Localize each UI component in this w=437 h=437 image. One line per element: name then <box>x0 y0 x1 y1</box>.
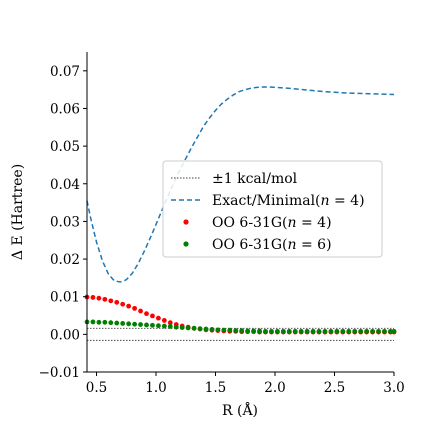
series-1-point <box>161 318 167 323</box>
series-1-point <box>156 315 161 321</box>
series-2-point <box>102 319 108 325</box>
series-2-point <box>215 327 221 333</box>
series-2-point <box>316 328 322 334</box>
y-tick-label: −0.01 <box>39 365 80 381</box>
series-2-point <box>328 328 334 334</box>
series-1-point <box>114 299 120 305</box>
series-2-point <box>340 328 346 334</box>
series-2-point <box>179 325 185 330</box>
series-1-point <box>144 311 149 317</box>
series-2-point <box>227 327 233 333</box>
series-2-point <box>203 326 209 332</box>
series-2-point <box>126 321 132 327</box>
series-2-point <box>376 328 381 334</box>
series-2-point <box>185 325 191 331</box>
series-2-point <box>346 328 352 334</box>
series-2-point <box>257 328 262 334</box>
series-1-point <box>102 296 108 302</box>
axes <box>86 52 394 373</box>
legend-label-oo-n6: OO 6-31G(n = 6) <box>212 237 332 253</box>
legend-swatch-oo-n6 <box>183 241 189 247</box>
series-2-point <box>274 328 280 334</box>
x-tick-label: 1.5 <box>205 380 226 396</box>
series-2-point <box>286 328 292 334</box>
series-2-point <box>334 328 340 334</box>
x-tick-label: 0.5 <box>86 380 107 396</box>
series-2-point <box>144 322 149 328</box>
x-axis-label: R (Å) <box>222 401 258 419</box>
series-1-point <box>120 301 126 307</box>
series-1-point <box>138 308 143 314</box>
series-2-point <box>251 328 256 334</box>
series-1-point <box>108 298 114 304</box>
x-tick-label: 2.0 <box>264 380 285 396</box>
reference-lines <box>87 327 394 341</box>
series-2-point <box>120 321 126 326</box>
legend: ±1 kcal/mol Exact/Minimal(n = 4) OO 6-31… <box>162 160 383 258</box>
series-1-point <box>150 313 155 319</box>
series-1-point <box>126 303 132 309</box>
y-tick-label: 0.06 <box>50 101 80 117</box>
series-2-point <box>167 324 173 329</box>
series-2-point <box>132 321 138 327</box>
series-2-point <box>233 328 239 333</box>
series-2-point <box>150 322 155 328</box>
y-tick-label: 0.02 <box>50 252 80 268</box>
x-tick-label: 3.0 <box>383 380 404 396</box>
series-2-point <box>161 323 167 329</box>
series-2-point <box>388 328 393 334</box>
x-tick-label: 2.5 <box>324 380 345 396</box>
y-tick-label: 0.04 <box>50 177 80 193</box>
series-2-point <box>292 328 298 334</box>
series-2-point <box>358 328 364 334</box>
series-2-point <box>352 328 358 334</box>
series-2-point <box>269 328 274 334</box>
series-2-point <box>263 328 268 334</box>
series-2-point <box>239 328 245 333</box>
y-tick-label: 0.00 <box>50 327 80 343</box>
series-2-point <box>298 328 304 334</box>
series-line-0 <box>86 86 395 283</box>
y-tick-label: 0.03 <box>50 214 80 230</box>
series-2-point <box>245 328 251 334</box>
series-2-point <box>173 324 179 330</box>
y-tick-label: 0.05 <box>50 139 80 155</box>
series-2-point <box>138 322 143 327</box>
series-1-point <box>167 320 173 326</box>
series-2-point <box>382 328 387 334</box>
series-2-point <box>197 326 203 332</box>
series-layer <box>84 86 397 335</box>
series-1-point <box>132 305 138 311</box>
series-1-point <box>96 295 102 301</box>
y-tick-label: 0.01 <box>50 290 80 306</box>
legend-label-reference: ±1 kcal/mol <box>212 171 298 187</box>
series-2-point <box>114 320 120 326</box>
series-2-point <box>391 328 397 334</box>
series-2-point <box>322 328 328 334</box>
x-tick-label: 1.0 <box>145 380 166 396</box>
series-2-point <box>364 328 370 334</box>
series-2-point <box>96 319 102 325</box>
legend-label-exact-minimal: Exact/Minimal(n = 4) <box>212 193 365 209</box>
series-2-point <box>90 319 96 325</box>
series-2-point <box>221 327 227 333</box>
series-2-point <box>280 328 286 334</box>
series-1-point <box>90 295 96 300</box>
tick-layer: 0.5 1.0 1.5 2.0 2.5 3.0 −0.01 0.00 0.01 0.02 0.03 0… <box>39 64 405 396</box>
series-2-point <box>191 325 197 331</box>
series-2-point <box>304 328 310 334</box>
series-2-point <box>310 328 316 334</box>
series-2-point <box>209 327 215 332</box>
series-2-point <box>156 323 161 329</box>
legend-swatch-oo-n4 <box>183 219 189 225</box>
legend-label-oo-n4: OO 6-31G(n = 4) <box>212 215 332 231</box>
legend-frame <box>162 160 383 258</box>
y-tick-label: 0.07 <box>50 64 80 80</box>
y-axis-label: Δ E (Hartree) <box>10 164 26 260</box>
series-2-point <box>370 328 375 334</box>
series-2-point <box>108 320 114 326</box>
